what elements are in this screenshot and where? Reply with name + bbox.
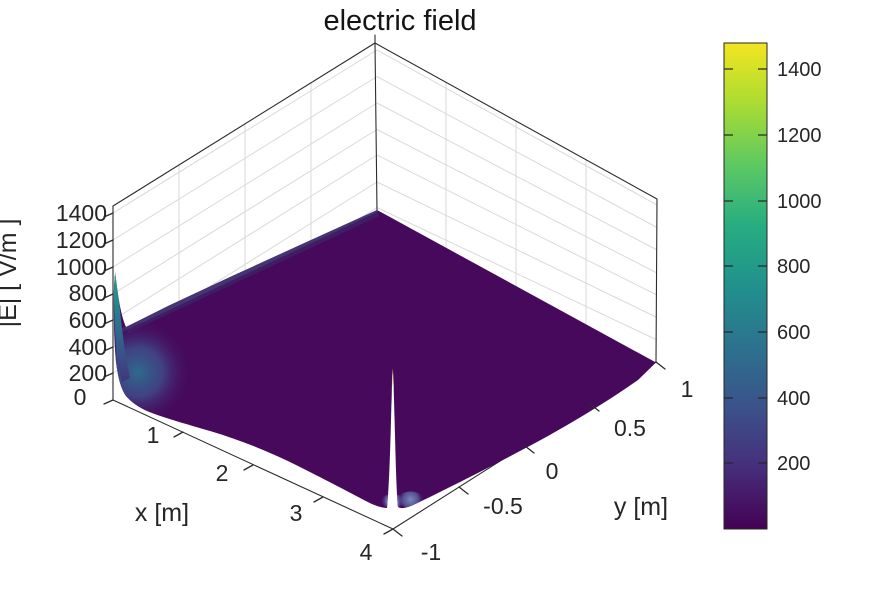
z-tick-label: 1000 xyxy=(56,254,107,280)
left-boundary-ridge-shade xyxy=(123,210,380,333)
surface-shading xyxy=(113,210,424,508)
x-tick-marks xyxy=(173,431,394,535)
z-tick-label: 800 xyxy=(69,280,107,306)
y-axis-label: y [m] xyxy=(614,493,668,521)
corner-bathtub-shade xyxy=(113,322,193,422)
colorbar-tick-label: 1400 xyxy=(777,59,822,81)
y-tick-label: 0.5 xyxy=(614,415,646,441)
z-tick-label: 1400 xyxy=(56,200,107,226)
colorbar-tick-label: 800 xyxy=(777,256,810,278)
tick-marks xyxy=(103,212,666,537)
z-tick-label: 200 xyxy=(69,360,107,386)
colorbar: 1400 1200 1000 800 600 400 200 xyxy=(723,42,822,530)
x-tick-label: 3 xyxy=(290,500,303,526)
y-tick-marks xyxy=(392,361,666,537)
y-tick-label: -1 xyxy=(421,539,441,565)
y-tick-labels: -1 -0.5 0 0.5 1 xyxy=(421,376,694,565)
x-tick-label: 2 xyxy=(216,460,229,486)
left-boundary-ridge-highlight xyxy=(121,210,378,332)
colorbar-tick-label: 1000 xyxy=(777,191,822,213)
y-tick-label: 0 xyxy=(546,458,559,484)
z-tick-label: 600 xyxy=(69,307,107,333)
axis-box-edges xyxy=(112,34,658,530)
colorbar-tick-label: 600 xyxy=(777,322,810,344)
z-tick-label: 1200 xyxy=(56,227,107,253)
top-left-edge xyxy=(112,42,376,207)
z-axis-label: |E| [ V/m ] xyxy=(0,219,22,328)
colorbar-gradient xyxy=(723,42,768,530)
x-tick-label: 0 xyxy=(74,384,87,410)
colorbar-tick-label: 400 xyxy=(777,388,810,410)
front-corner-bump xyxy=(397,491,424,508)
z-tick-marks xyxy=(103,212,114,405)
right-wall-z-gridlines xyxy=(376,49,658,341)
x-tick-label: 4 xyxy=(360,539,373,565)
corner-peak-spike xyxy=(113,270,130,382)
colorbar-tick-marks xyxy=(724,68,767,464)
left-wall-y-gridlines xyxy=(178,83,312,305)
y-tick-label: -0.5 xyxy=(483,493,523,519)
top-right-edge xyxy=(374,42,658,200)
x-tick-labels: 0 1 2 3 4 xyxy=(74,384,373,565)
right-wall-x-gridlines xyxy=(445,82,587,328)
z-tick-label: 400 xyxy=(69,334,107,360)
colorbar-tick-label: 200 xyxy=(777,453,810,475)
colorbar-tick-labels: 1400 1200 1000 800 600 400 200 xyxy=(777,59,822,475)
x-axis-label: x [m] xyxy=(135,499,189,527)
back-vertical-edge xyxy=(374,42,378,212)
colorbar-tick-label: 1200 xyxy=(777,125,822,147)
y-tick-label: 1 xyxy=(681,376,694,402)
plot-title: electric field xyxy=(323,5,476,37)
right-vertical-edge xyxy=(655,198,658,363)
z-tick-labels: 1400 1200 1000 800 600 400 200 xyxy=(56,200,107,386)
surface xyxy=(113,210,657,509)
surface-body xyxy=(113,210,657,509)
x-tick-label: 1 xyxy=(147,422,160,448)
